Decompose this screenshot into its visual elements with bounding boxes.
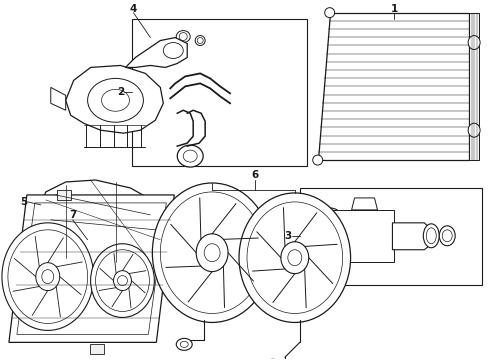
Polygon shape (125, 37, 187, 67)
Ellipse shape (122, 252, 138, 264)
Ellipse shape (176, 338, 192, 350)
Ellipse shape (96, 250, 149, 311)
Bar (57, 190, 71, 200)
Ellipse shape (239, 193, 350, 323)
Bar (300, 188, 482, 285)
Text: 5: 5 (20, 197, 27, 207)
Ellipse shape (42, 270, 54, 284)
Ellipse shape (91, 244, 154, 318)
Polygon shape (352, 198, 377, 210)
Ellipse shape (96, 218, 105, 226)
Ellipse shape (423, 224, 439, 248)
Ellipse shape (183, 150, 197, 162)
Polygon shape (318, 13, 469, 160)
Polygon shape (392, 223, 429, 250)
Ellipse shape (196, 234, 228, 272)
Ellipse shape (204, 244, 220, 262)
Ellipse shape (89, 212, 113, 232)
Ellipse shape (310, 208, 349, 264)
Ellipse shape (179, 32, 187, 41)
Ellipse shape (118, 276, 127, 285)
Ellipse shape (197, 37, 203, 44)
Ellipse shape (177, 145, 203, 167)
Polygon shape (17, 203, 166, 334)
Ellipse shape (176, 31, 190, 42)
Ellipse shape (160, 192, 264, 314)
Ellipse shape (468, 36, 480, 50)
Ellipse shape (101, 89, 129, 111)
Ellipse shape (288, 250, 302, 266)
Ellipse shape (163, 42, 183, 58)
Ellipse shape (180, 341, 188, 347)
Text: 7: 7 (69, 210, 76, 220)
Text: 6: 6 (251, 170, 259, 180)
Polygon shape (328, 210, 394, 262)
Ellipse shape (8, 230, 88, 323)
Polygon shape (51, 87, 66, 110)
Text: 1: 1 (391, 4, 398, 14)
Ellipse shape (2, 223, 94, 330)
Ellipse shape (88, 78, 144, 122)
Ellipse shape (281, 242, 309, 274)
Polygon shape (41, 180, 165, 262)
Ellipse shape (114, 271, 131, 291)
Bar (132, 19, 307, 166)
Ellipse shape (468, 123, 480, 137)
Ellipse shape (78, 204, 122, 240)
Polygon shape (9, 195, 174, 342)
Text: 2: 2 (117, 87, 124, 97)
Polygon shape (66, 66, 163, 133)
Ellipse shape (33, 222, 49, 234)
Ellipse shape (442, 230, 452, 242)
Ellipse shape (152, 183, 272, 323)
Bar (90, 345, 104, 354)
Ellipse shape (313, 155, 323, 165)
Text: 4: 4 (130, 4, 137, 14)
Bar (469, 13, 479, 160)
Ellipse shape (426, 228, 436, 244)
Bar (9, 257, 23, 267)
Ellipse shape (439, 226, 455, 246)
Ellipse shape (318, 218, 342, 254)
Ellipse shape (247, 202, 343, 314)
Ellipse shape (36, 263, 60, 291)
Ellipse shape (325, 8, 335, 18)
Ellipse shape (265, 359, 281, 360)
Text: 3: 3 (284, 231, 292, 241)
Ellipse shape (195, 36, 205, 45)
Ellipse shape (53, 249, 69, 261)
